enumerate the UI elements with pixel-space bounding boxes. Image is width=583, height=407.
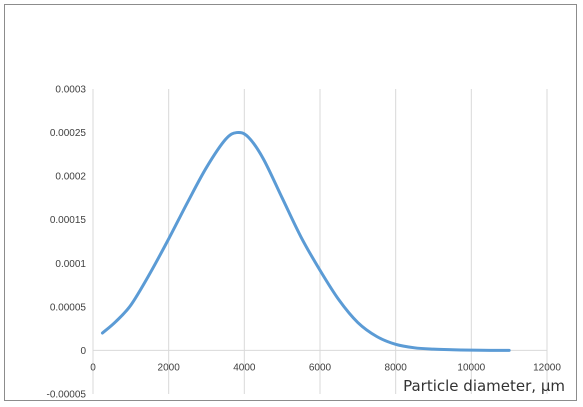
gridlines: [168, 89, 548, 394]
y-tick-label: 0.0001: [55, 259, 86, 270]
series-layer: [100, 130, 511, 352]
y-tick-label: -0.00005: [47, 390, 87, 401]
x-axis-label: Particle diameter, µm: [403, 377, 565, 395]
x-tick-label: 6000: [309, 362, 332, 373]
y-tick-label: 0.00025: [50, 128, 87, 139]
x-tick-label: 8000: [385, 362, 408, 373]
y-tick-label: 0: [80, 346, 86, 357]
tick-labels: -0.00005 0 0.00005 0.0001 0.00015 0.0002 0.000…: [47, 85, 562, 401]
y-tick-label: 0.00015: [50, 215, 87, 226]
y-tick-label: 0.0002: [55, 172, 86, 183]
series-line: [100, 130, 511, 352]
x-tick-label: 2000: [158, 362, 181, 373]
y-tick-label: 0.00005: [50, 302, 87, 313]
chart-frame: -0.00005 0 0.00005 0.0001 0.00015 0.0002 0.000…: [4, 4, 577, 401]
x-tick-label: 10000: [457, 362, 485, 373]
x-tick-label: 12000: [533, 362, 561, 373]
line-chart: -0.00005 0 0.00005 0.0001 0.00015 0.0002 0.000…: [47, 85, 565, 401]
x-tick-label: 0: [90, 362, 96, 373]
x-tick-label: 4000: [233, 362, 256, 373]
y-tick-label: 0.0003: [55, 85, 86, 96]
